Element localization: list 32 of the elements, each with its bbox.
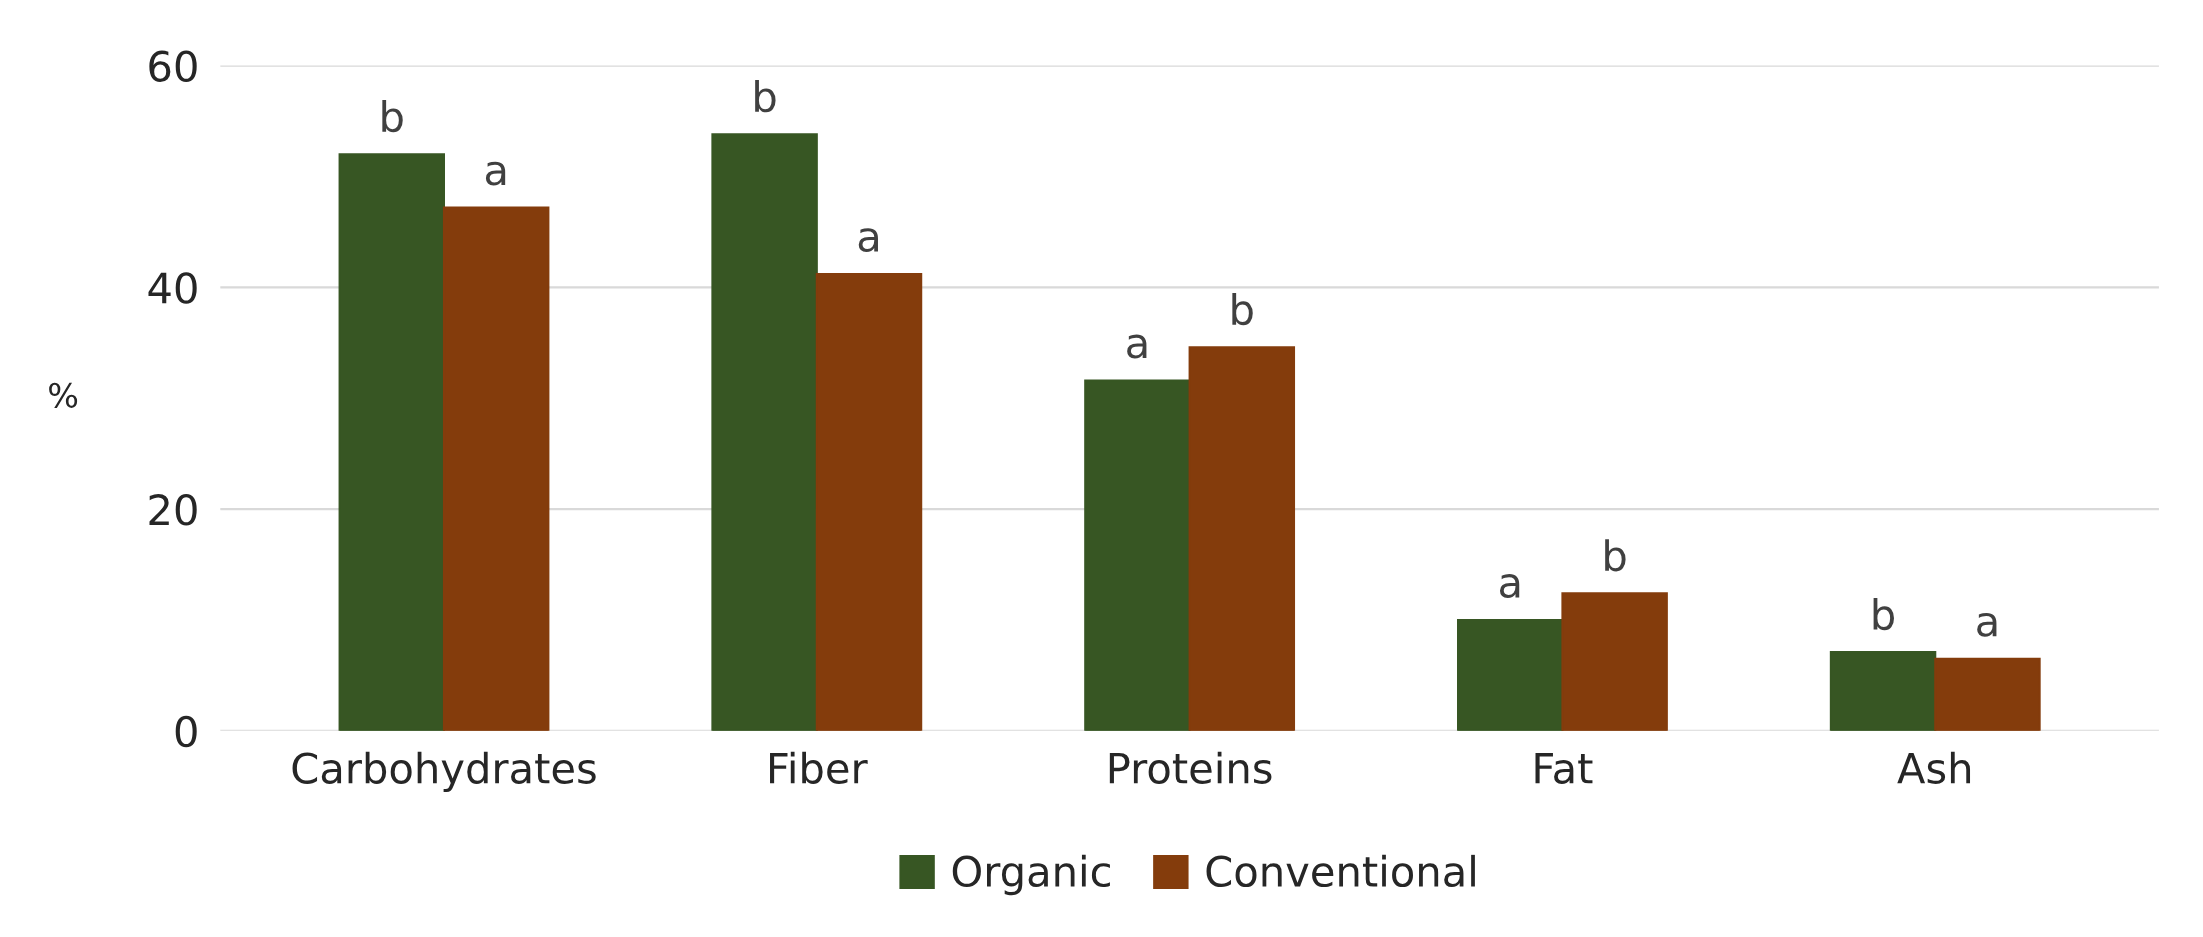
bar bbox=[338, 153, 446, 731]
data-label: a bbox=[485, 161, 506, 186]
bar bbox=[1829, 651, 1937, 731]
bar bbox=[1561, 592, 1668, 731]
legend-label: Conventional bbox=[1206, 854, 1475, 888]
data-label: a bbox=[1977, 612, 1997, 637]
bar bbox=[442, 206, 550, 731]
x-tick-label: Proteins bbox=[1109, 751, 1272, 784]
bar bbox=[1457, 618, 1564, 731]
y-tick-label: 40 bbox=[148, 272, 197, 304]
x-tick-label: Ash bbox=[1897, 751, 1971, 784]
data-label: b bbox=[1605, 539, 1626, 572]
y-tick-label: 20 bbox=[149, 494, 197, 526]
data-label: b bbox=[382, 100, 403, 133]
bar bbox=[815, 273, 923, 731]
data-label: a bbox=[1499, 574, 1520, 599]
data-label: b bbox=[1232, 293, 1253, 326]
legend-label: Organic bbox=[952, 854, 1110, 896]
data-label: a bbox=[858, 228, 878, 253]
y-tick-label: 60 bbox=[149, 50, 197, 83]
data-label: b bbox=[755, 80, 776, 113]
x-tick-label: Fiber bbox=[770, 751, 868, 784]
bar bbox=[1188, 346, 1296, 731]
data-label: b bbox=[1873, 597, 1894, 631]
y-tick-label: 0 bbox=[175, 715, 197, 748]
x-tick-label: Fat bbox=[1535, 752, 1593, 784]
x-tick-label: Carbohydrates bbox=[292, 751, 596, 793]
y-axis-title: % bbox=[49, 382, 78, 408]
bar bbox=[1934, 657, 2041, 731]
bar bbox=[1084, 379, 1191, 731]
bar bbox=[711, 133, 818, 731]
data-label: a bbox=[1127, 334, 1147, 359]
